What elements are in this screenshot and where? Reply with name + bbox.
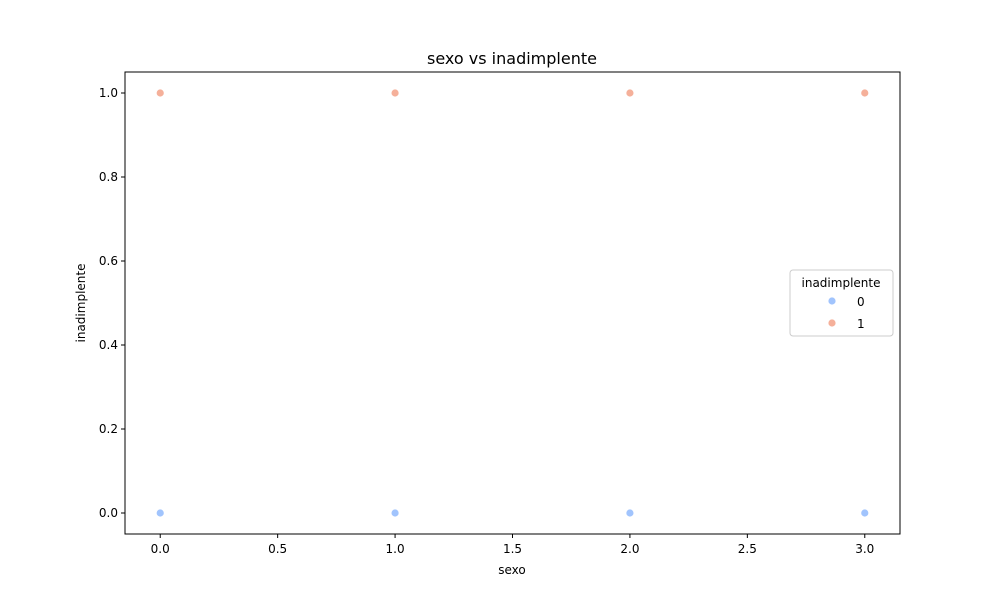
data-point-series-0 — [390, 508, 400, 518]
y-tick-label: 1.0 — [99, 86, 118, 100]
x-tick-label: 1.0 — [386, 542, 405, 556]
y-axis-label: inadimplente — [74, 264, 88, 343]
x-tick-label: 0.5 — [268, 542, 287, 556]
legend-label-0: 0 — [857, 295, 865, 309]
legend: inadimplente 01 — [789, 269, 894, 337]
x-tick-label: 1.5 — [503, 542, 522, 556]
x-tick-label: 0.0 — [151, 542, 170, 556]
legend-title: inadimplente — [802, 276, 881, 290]
data-point-series-1 — [155, 88, 165, 98]
data-point-series-1 — [860, 88, 870, 98]
y-axis: 0.0 0.2 0.4 0.6 0.8 1.0 — [99, 86, 125, 520]
chart-title: sexo vs inadimplente — [427, 49, 597, 68]
x-tick-label: 2.5 — [738, 542, 757, 556]
plot-area — [124, 71, 901, 535]
y-tick-label: 0.4 — [99, 338, 118, 352]
legend-frame — [789, 269, 894, 337]
points-layer — [155, 88, 870, 518]
legend-marker-1 — [827, 318, 837, 328]
legend-items: 01 — [827, 295, 865, 331]
data-point-series-1 — [390, 88, 400, 98]
y-tick-label: 0.8 — [99, 170, 118, 184]
data-point-series-0 — [625, 508, 635, 518]
plot-frame — [124, 71, 901, 535]
legend-marker-0 — [827, 296, 837, 306]
x-tick-label: 3.0 — [855, 542, 874, 556]
y-tick-label: 0.6 — [99, 254, 118, 268]
data-point-series-0 — [155, 508, 165, 518]
y-tick-label: 0.0 — [99, 506, 118, 520]
legend-label-1: 1 — [857, 317, 865, 331]
y-tick-label: 0.2 — [99, 422, 118, 436]
data-point-series-0 — [860, 508, 870, 518]
x-axis-label: sexo — [498, 563, 526, 577]
x-tick-label: 2.0 — [620, 542, 639, 556]
data-point-series-1 — [625, 88, 635, 98]
x-axis: 0.0 0.5 1.0 1.5 2.0 2.5 3.0 — [151, 534, 874, 556]
